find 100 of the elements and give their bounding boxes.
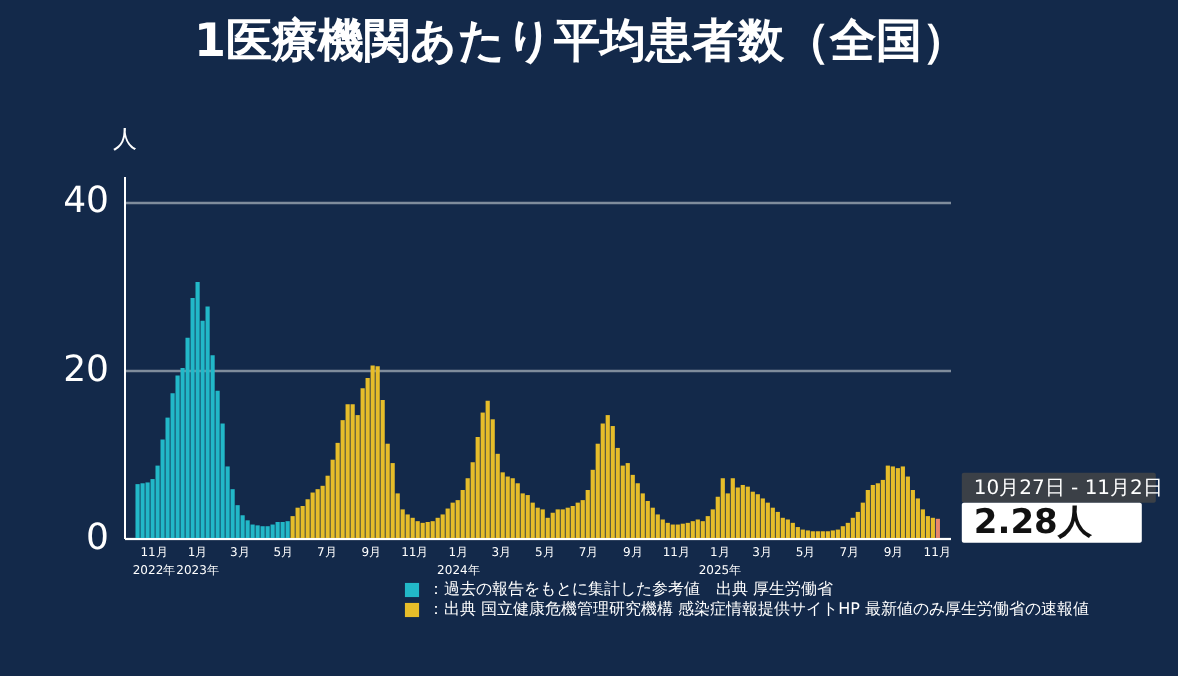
bar xyxy=(555,509,560,538)
bar xyxy=(305,499,310,538)
bar xyxy=(645,500,650,538)
bar xyxy=(530,502,535,538)
bar xyxy=(370,365,375,538)
bar xyxy=(680,523,685,538)
bar xyxy=(665,522,670,538)
bar xyxy=(375,366,380,538)
y-tick-label: 40 xyxy=(63,180,109,223)
bar xyxy=(790,522,795,538)
bar xyxy=(770,507,775,538)
bar xyxy=(255,525,260,538)
bar xyxy=(745,486,750,538)
bar xyxy=(405,514,410,538)
bar xyxy=(840,526,845,538)
annotation: 2.28人 xyxy=(973,502,1094,543)
bar xyxy=(245,520,250,538)
bar xyxy=(195,282,200,538)
bar xyxy=(885,465,890,538)
bar xyxy=(825,531,830,538)
bar xyxy=(270,524,275,538)
bar xyxy=(870,484,875,538)
bar xyxy=(780,517,785,538)
bar xyxy=(875,483,880,538)
bar xyxy=(275,522,280,538)
bar xyxy=(820,531,825,538)
bar xyxy=(570,506,575,538)
bar xyxy=(740,484,745,538)
bar xyxy=(345,404,350,538)
bar xyxy=(410,517,415,538)
bar xyxy=(695,519,700,538)
bar xyxy=(265,526,270,538)
bar xyxy=(250,524,255,538)
bar xyxy=(575,502,580,538)
y-axis-title: 人 xyxy=(113,125,137,153)
bar xyxy=(685,522,690,538)
bar xyxy=(550,512,555,538)
bar xyxy=(525,495,530,538)
legend-label: ：出典 国立健康危機管理研究機構 感染症情報提供サイトHP 最新値のみ厚生労働省の速報値 xyxy=(428,600,1089,618)
bar xyxy=(145,482,150,538)
bar xyxy=(700,521,705,538)
bar xyxy=(260,526,265,538)
y-tick-label: 20 xyxy=(63,348,109,391)
bar xyxy=(540,509,545,538)
bar xyxy=(810,531,815,538)
y-tick-label: 0 xyxy=(86,517,109,559)
bar xyxy=(140,483,145,538)
bar xyxy=(205,306,210,538)
bar xyxy=(670,524,675,538)
bar xyxy=(450,502,455,538)
bar xyxy=(135,484,140,538)
bar xyxy=(420,522,425,538)
bar xyxy=(830,530,835,538)
legend-label: ：過去の報告をもとに集計した参考値 出典 厚生労働省 xyxy=(428,580,834,598)
bar xyxy=(440,514,445,538)
bar xyxy=(545,517,550,538)
bar xyxy=(900,466,905,538)
bar xyxy=(445,508,450,538)
bar xyxy=(800,529,805,538)
bar xyxy=(290,516,295,538)
bar xyxy=(855,511,860,538)
bar xyxy=(415,521,420,538)
bar xyxy=(350,404,355,538)
bar xyxy=(485,400,490,538)
bar xyxy=(890,466,895,538)
bar xyxy=(675,524,680,538)
bar xyxy=(565,507,570,538)
bar xyxy=(280,522,285,538)
bar xyxy=(930,517,935,538)
bar xyxy=(635,483,640,538)
bar xyxy=(505,476,510,538)
bar xyxy=(730,478,735,538)
bar xyxy=(560,509,565,538)
bar xyxy=(935,518,940,538)
bar xyxy=(720,478,725,538)
bar xyxy=(835,529,840,538)
bar xyxy=(285,521,290,538)
bar xyxy=(865,490,870,538)
bar xyxy=(510,478,515,538)
bar xyxy=(850,517,855,538)
bar xyxy=(310,492,315,538)
bar xyxy=(845,522,850,538)
bar xyxy=(755,494,760,538)
bar xyxy=(705,516,710,538)
bar xyxy=(895,468,900,538)
bar xyxy=(435,517,440,538)
bar xyxy=(760,498,765,538)
bar xyxy=(655,514,660,538)
bar xyxy=(915,498,920,538)
bar xyxy=(625,463,630,538)
bar xyxy=(815,531,820,538)
bar xyxy=(605,415,610,538)
chart-title: 1医療機関あたり平均患者数（全国） xyxy=(193,14,969,68)
bar xyxy=(690,521,695,538)
bar xyxy=(750,491,755,538)
bar xyxy=(430,521,435,538)
bar xyxy=(785,519,790,538)
bar xyxy=(295,507,300,538)
bar xyxy=(660,519,665,538)
bar xyxy=(300,506,305,538)
